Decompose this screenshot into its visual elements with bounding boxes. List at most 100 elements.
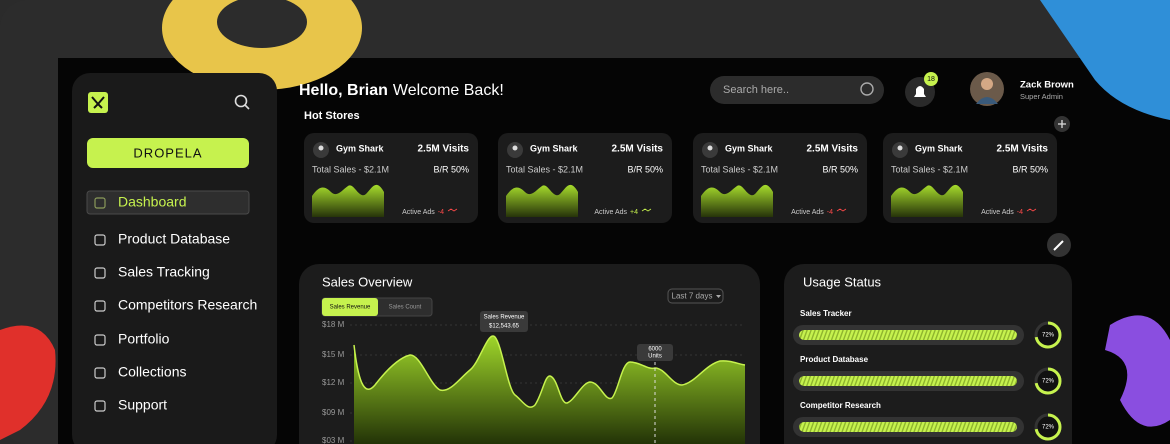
store-active-ads: Active Ads -4 — [791, 209, 833, 216]
nav-item[interactable]: Competitors Research — [118, 297, 257, 313]
active-ads-change: -4 — [827, 209, 833, 216]
sales-area — [354, 336, 745, 444]
active-ads-label: Active Ads — [791, 209, 824, 216]
nav-item[interactable]: Product Database — [118, 231, 230, 247]
tab-label: Sales Revenue — [330, 305, 371, 311]
deco-blue — [1040, 0, 1170, 120]
range-label: Last 7 days — [672, 292, 713, 301]
avatar-face — [981, 78, 993, 90]
usage-ring — [1034, 321, 1062, 349]
tab-active[interactable] — [322, 298, 378, 316]
usage-percent: 72% — [1042, 379, 1055, 385]
tooltip — [480, 311, 528, 332]
usage-fill — [799, 330, 1017, 340]
active-ads-change: -4 — [438, 209, 444, 216]
search-icon — [860, 82, 874, 96]
nav-item[interactable]: Support — [118, 397, 167, 413]
active-ads-label: Active Ads — [981, 209, 1014, 216]
range-dropdown[interactable] — [667, 288, 724, 304]
store-total-sales: Total Sales - $2.1M — [701, 164, 778, 174]
active-ads-label: Active Ads — [594, 209, 627, 216]
store-avatar-icon — [897, 145, 903, 151]
sidebar — [72, 73, 277, 444]
sidebar-search-icon[interactable] — [234, 94, 248, 108]
store-br: B/R 50% — [1012, 164, 1048, 174]
store-visits: 2.5M Visits — [806, 144, 858, 155]
nav-item[interactable]: Collections — [118, 364, 186, 380]
sales-overview-title: Sales Overview — [322, 274, 413, 289]
store-cards: Gym Shark 2.5M Visits Total Sales - $2.1M B… — [304, 133, 1057, 223]
deco-purple — [1105, 315, 1170, 427]
usage-status-card — [784, 264, 1072, 444]
marker-value: 6000 — [648, 347, 662, 353]
nav-item[interactable]: Dashboard — [118, 194, 187, 210]
store-sparkline — [701, 184, 773, 217]
tooltip-label: Sales Revenue — [484, 315, 525, 321]
deco-donut-hole — [217, 0, 307, 48]
store-sparkline — [506, 184, 578, 217]
nav-icon — [94, 400, 106, 412]
dropdown-caret — [716, 295, 721, 298]
usage-list: Sales Tracker 72% Product Database 72% Compe… — [793, 309, 1062, 441]
notification-count: 18 — [927, 76, 935, 83]
store-visits: 2.5M Visits — [417, 144, 469, 155]
nav-icon — [94, 267, 106, 279]
store-name: Gym Shark — [530, 143, 579, 153]
sidebar-search-icon-handle — [244, 104, 250, 110]
notification-badge — [924, 72, 938, 86]
store-avatar-icon — [318, 145, 324, 151]
store-br: B/R 50% — [627, 164, 663, 174]
nav-item-active[interactable] — [86, 190, 250, 215]
store-visits: 2.5M Visits — [996, 144, 1048, 155]
store-br: B/R 50% — [822, 164, 858, 174]
brand-label: DROPELA — [133, 145, 202, 160]
nav-icon — [94, 334, 106, 346]
active-ads-change: +4 — [630, 209, 638, 216]
bell-icon — [914, 86, 926, 97]
trend-icon — [447, 208, 458, 212]
nav-item[interactable]: Sales Tracking — [118, 264, 210, 280]
greeting-welcome: Welcome Back! — [393, 82, 504, 99]
avatar-body — [976, 97, 998, 104]
store-br: B/R 50% — [433, 164, 469, 174]
usage-status-title: Usage Status — [803, 274, 882, 289]
store-active-ads: Active Ads +4 — [594, 209, 638, 216]
store-avatar-icon — [512, 145, 518, 151]
nav-icon — [94, 197, 106, 209]
nav-item[interactable]: Portfolio — [118, 331, 170, 347]
nav-icon — [94, 300, 106, 312]
y-axis-label: $03 M — [322, 436, 345, 444]
nav-icon — [94, 367, 106, 379]
trend-icon — [1026, 208, 1037, 212]
active-ads-label: Active Ads — [402, 209, 435, 216]
store-active-ads: Active Ads -4 — [402, 209, 444, 216]
store-name: Gym Shark — [915, 143, 964, 153]
hot-stores-title: Hot Stores — [304, 110, 360, 122]
store-total-sales: Total Sales - $2.1M — [506, 164, 583, 174]
usage-percent: 72% — [1042, 425, 1055, 431]
usage-name: Sales Tracker — [800, 309, 852, 318]
add-icon — [1058, 120, 1066, 128]
deco-red — [0, 325, 56, 440]
edit-icon — [1053, 240, 1064, 251]
usage-ring — [1034, 413, 1062, 441]
y-axis-label: $12 M — [322, 378, 345, 387]
logo-mark — [91, 96, 105, 109]
trend-icon — [641, 208, 652, 212]
search-placeholder: Search here.. — [723, 84, 789, 96]
active-ads-change: -4 — [1017, 209, 1023, 216]
nav-icon — [94, 234, 106, 246]
tooltip-value: $12,543.65 — [489, 324, 520, 330]
store-active-ads: Active Ads -4 — [981, 209, 1023, 216]
y-axis-label: $15 M — [322, 350, 345, 359]
usage-fill — [799, 422, 1017, 432]
marker-tooltip — [637, 344, 673, 361]
brand-button[interactable] — [87, 138, 249, 168]
store-name: Gym Shark — [725, 143, 774, 153]
search-box[interactable] — [710, 76, 884, 104]
nav-list: Dashboard Product Database Sales Tracking C… — [86, 190, 257, 413]
y-axis-label: $09 M — [322, 408, 345, 417]
user-role: Super Admin — [1020, 92, 1063, 101]
usage-ring — [1034, 367, 1062, 395]
